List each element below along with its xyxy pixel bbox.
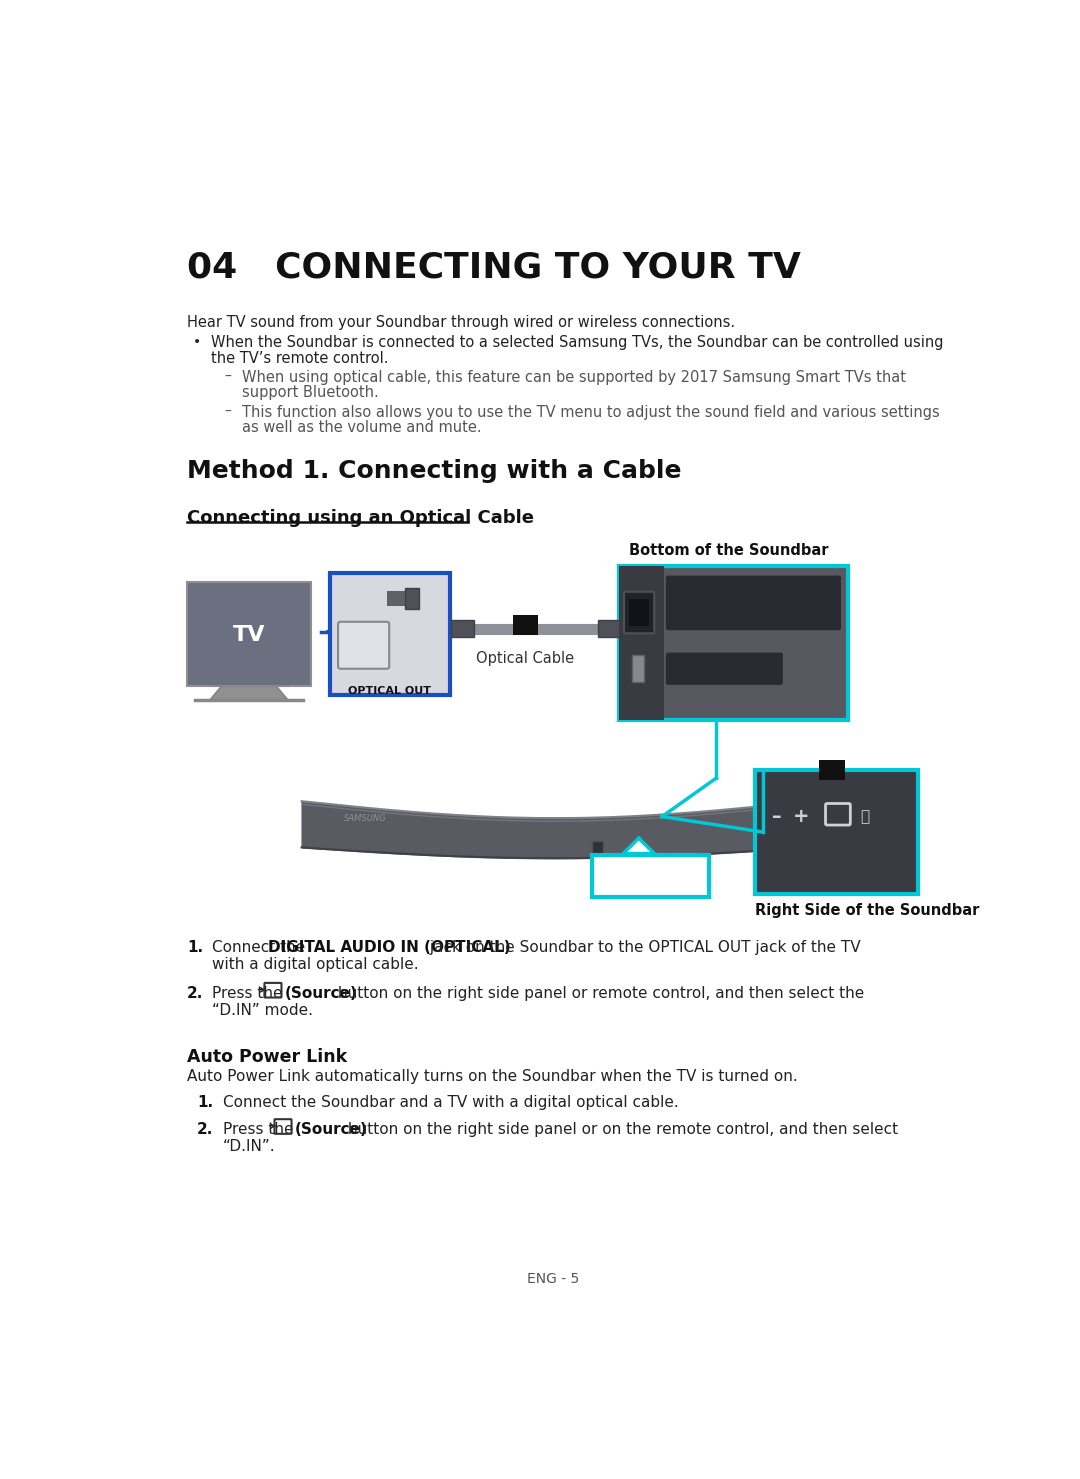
Bar bbox=[592, 855, 708, 898]
Text: (Source): (Source) bbox=[295, 1123, 367, 1137]
Text: •: • bbox=[193, 336, 201, 349]
Text: When the Soundbar is connected to a selected Samsung TVs, the Soundbar can be co: When the Soundbar is connected to a sele… bbox=[211, 336, 944, 351]
Text: ENG - 5: ENG - 5 bbox=[527, 1272, 580, 1285]
Text: “D.IN” mode.: “D.IN” mode. bbox=[213, 1003, 313, 1018]
Bar bbox=[755, 771, 918, 893]
FancyBboxPatch shape bbox=[338, 621, 389, 669]
Text: button on the right side panel or on the remote control, and then select: button on the right side panel or on the… bbox=[342, 1123, 897, 1137]
FancyBboxPatch shape bbox=[624, 592, 654, 633]
Text: as well as the volume and mute.: as well as the volume and mute. bbox=[242, 420, 482, 435]
Text: 1.: 1. bbox=[187, 939, 203, 955]
FancyArrowPatch shape bbox=[271, 1124, 274, 1128]
Bar bbox=[451, 620, 474, 637]
FancyArrowPatch shape bbox=[327, 629, 341, 636]
Text: 2.: 2. bbox=[197, 1123, 214, 1137]
Text: “D.IN”.: “D.IN”. bbox=[222, 1139, 275, 1154]
Bar bbox=[598, 620, 622, 637]
Text: ⏻: ⏻ bbox=[861, 809, 869, 824]
Bar bbox=[619, 566, 664, 720]
Text: button on the right side panel or remote control, and then select the: button on the right side panel or remote… bbox=[333, 986, 864, 1001]
Text: the TV’s remote control.: the TV’s remote control. bbox=[211, 351, 389, 365]
Text: Optical Cable: Optical Cable bbox=[476, 651, 575, 666]
Bar bbox=[513, 615, 538, 634]
Bar bbox=[405, 587, 419, 609]
Text: 04   CONNECTING TO YOUR TV: 04 CONNECTING TO YOUR TV bbox=[187, 250, 800, 284]
Text: –: – bbox=[772, 808, 782, 827]
Text: 2: 2 bbox=[826, 763, 837, 781]
Text: 1: 1 bbox=[519, 617, 531, 636]
FancyArrowPatch shape bbox=[822, 812, 826, 816]
FancyArrowPatch shape bbox=[260, 988, 265, 992]
Text: Press the: Press the bbox=[222, 1123, 298, 1137]
Bar bbox=[187, 581, 311, 686]
Bar bbox=[632, 655, 644, 682]
Polygon shape bbox=[211, 686, 287, 700]
Bar bbox=[619, 566, 848, 720]
Text: When using optical cable, this feature can be supported by 2017 Samsung Smart TV: When using optical cable, this feature c… bbox=[242, 370, 906, 385]
Polygon shape bbox=[623, 839, 654, 853]
Text: TV: TV bbox=[232, 624, 266, 645]
Text: Method 1. Connecting with a Cable: Method 1. Connecting with a Cable bbox=[187, 458, 681, 482]
Text: Connecting using an Optical Cable: Connecting using an Optical Cable bbox=[187, 509, 534, 527]
Text: +: + bbox=[793, 808, 810, 827]
Text: WIRELESS: WIRELESS bbox=[689, 663, 759, 676]
Text: Connect the Soundbar and a TV with a digital optical cable.: Connect the Soundbar and a TV with a dig… bbox=[222, 1096, 678, 1111]
Text: Right Side of the Soundbar: Right Side of the Soundbar bbox=[755, 902, 980, 918]
Bar bbox=[387, 592, 406, 606]
Text: This function also allows you to use the TV menu to adjust the sound field and v: This function also allows you to use the… bbox=[242, 405, 940, 420]
Text: 1.: 1. bbox=[197, 1096, 213, 1111]
Text: Auto Power Link automatically turns on the Soundbar when the TV is turned on.: Auto Power Link automatically turns on t… bbox=[187, 1069, 798, 1084]
Text: 2.: 2. bbox=[187, 986, 203, 1001]
Bar bbox=[819, 760, 845, 781]
Bar bbox=[592, 842, 603, 855]
Text: –: – bbox=[225, 370, 231, 385]
Bar bbox=[330, 574, 450, 695]
Bar bbox=[630, 599, 649, 627]
Text: jack on the Soundbar to the OPTICAL OUT jack of the TV: jack on the Soundbar to the OPTICAL OUT … bbox=[424, 939, 861, 955]
Text: Auto Power Link: Auto Power Link bbox=[187, 1047, 347, 1065]
FancyBboxPatch shape bbox=[666, 652, 783, 685]
Text: (Source): (Source) bbox=[284, 986, 357, 1001]
FancyBboxPatch shape bbox=[666, 575, 841, 630]
Text: SAMSUNG: SAMSUNG bbox=[345, 813, 387, 822]
Text: DIGITAL AUDIO IN (OPTICAL): DIGITAL AUDIO IN (OPTICAL) bbox=[268, 939, 511, 955]
Text: support Bluetooth.: support Bluetooth. bbox=[242, 386, 379, 401]
Text: Bottom of the Soundbar: Bottom of the Soundbar bbox=[630, 543, 829, 558]
Text: OPTICAL OUT: OPTICAL OUT bbox=[349, 686, 432, 695]
Text: Press the: Press the bbox=[213, 986, 288, 1001]
Text: D.IN: D.IN bbox=[620, 865, 680, 889]
Text: with a digital optical cable.: with a digital optical cable. bbox=[213, 957, 419, 972]
Text: Connect the: Connect the bbox=[213, 939, 311, 955]
Text: DIGITAL AUDIO IN
(OPTICAL): DIGITAL AUDIO IN (OPTICAL) bbox=[694, 590, 812, 618]
Text: –: – bbox=[225, 405, 231, 419]
Text: Hear TV sound from your Soundbar through wired or wireless connections.: Hear TV sound from your Soundbar through… bbox=[187, 315, 735, 330]
